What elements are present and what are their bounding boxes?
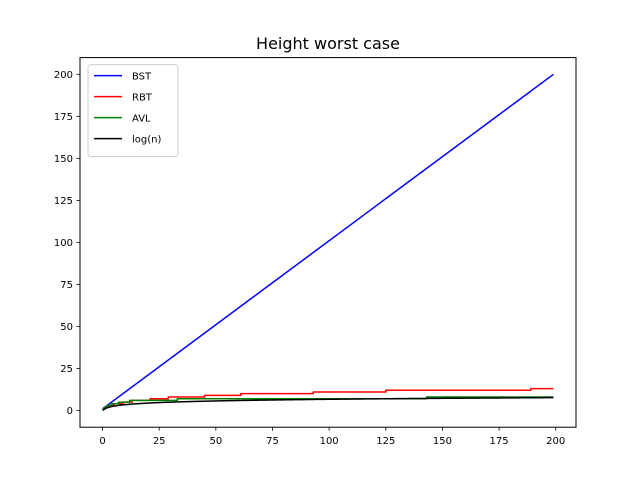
y-tick-label: 100: [54, 238, 73, 249]
y-tick-label: 0: [67, 406, 73, 417]
x-tick-label: 50: [209, 436, 222, 447]
series-line-bst: [102, 73, 554, 410]
axis-ticks: 0 25 50 75 100 125 150 175 200 0 25 50 75 100 125 150 17…: [54, 70, 565, 447]
x-tick-label: 0: [99, 436, 105, 447]
chart-title: Height worst case: [256, 34, 400, 53]
y-tick-label: 75: [60, 280, 73, 291]
y-tick-label: 50: [60, 322, 73, 333]
series-line-log-n: [102, 396, 554, 412]
plot-area: [102, 73, 554, 412]
x-tick-label: 75: [266, 436, 279, 447]
y-tick-label: 175: [54, 112, 73, 123]
legend-label-log-n: log(n): [132, 135, 161, 146]
legend-label-avl: AVL: [132, 114, 151, 125]
y-tick-label: 125: [54, 196, 73, 207]
x-tick-label: 150: [433, 436, 452, 447]
y-tick-label: 150: [54, 154, 73, 165]
x-tick-label: 100: [320, 436, 339, 447]
legend-label-rbt: RBT: [132, 93, 153, 104]
x-tick-label: 175: [490, 436, 509, 447]
x-tick-label: 200: [546, 436, 565, 447]
legend: BST RBT AVL log(n): [87, 64, 179, 158]
x-tick-label: 125: [376, 436, 395, 447]
legend-box: [87, 64, 179, 158]
legend-label-bst: BST: [132, 72, 152, 83]
y-tick-label: 25: [60, 364, 73, 375]
y-tick-label: 200: [54, 70, 73, 81]
x-tick-label: 25: [153, 436, 166, 447]
